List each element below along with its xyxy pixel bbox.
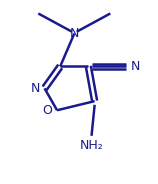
Text: N: N: [131, 60, 140, 73]
Text: N: N: [70, 27, 79, 40]
Text: N: N: [30, 82, 40, 95]
Text: O: O: [43, 104, 52, 117]
Text: NH₂: NH₂: [80, 139, 103, 152]
